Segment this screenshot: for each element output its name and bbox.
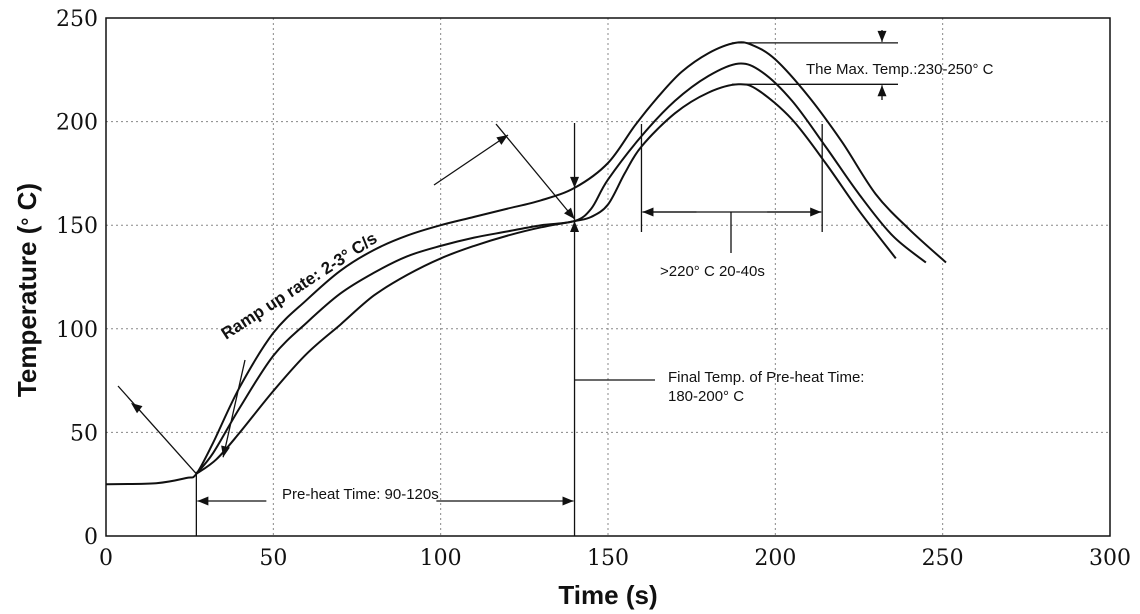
x-axis-label: Time (s) [558, 580, 657, 610]
max-temp-arrow-down-head [877, 30, 887, 42]
preheat-arrow-left-head [197, 496, 209, 506]
preheat-arrow-right-head [562, 496, 574, 506]
y-axis-label-main: Temperature ( [12, 225, 42, 397]
max-temp-label: The Max. Temp.:230-250° C [806, 61, 994, 78]
ramp-rate-label: Ramp up rate: 2-3° C/s [218, 229, 381, 344]
annotation-lines [117, 30, 898, 536]
ramp-upper-arrow-head [496, 135, 508, 145]
grid [106, 18, 1110, 536]
y-tick-label: 200 [56, 111, 98, 136]
y-axis-label: Temperature (° C) [12, 183, 42, 397]
x-tick-label: 50 [259, 546, 287, 571]
y-tick-label: 0 [84, 525, 98, 550]
y-tick-labels: 0 50 100 150 200 250 [56, 7, 98, 550]
y-tick-label: 150 [56, 214, 98, 239]
max-temp-arrow-up-head [877, 85, 887, 97]
x-tick-label: 200 [754, 546, 796, 571]
series-line-1 [105, 41, 947, 486]
svg-text:Temperature (° C): Temperature (° C) [12, 183, 42, 397]
final-temp-arrow-head [570, 176, 580, 188]
ramp-peak-leader [495, 123, 576, 220]
series-line-2 [195, 62, 927, 475]
ramp-start-arrow-head [131, 403, 143, 414]
ramp-upper-arrow [433, 134, 509, 186]
y-axis-label-degree: ° [19, 218, 41, 226]
x-tick-labels: 0 50 100 150 200 250 300 [99, 546, 1131, 571]
x-tick-label: 100 [420, 546, 462, 571]
x-tick-label: 0 [99, 546, 113, 571]
y-tick-label: 100 [56, 318, 98, 343]
x-tick-label: 150 [587, 546, 629, 571]
ramp-start-leader [117, 385, 197, 475]
final-temp-lower-arrow-head [570, 221, 580, 233]
y-axis-label-unit: C) [12, 183, 42, 218]
final-temp-label-line1: Final Temp. of Pre-heat Time: [668, 369, 864, 386]
x-tick-label: 250 [922, 546, 964, 571]
y-tick-label: 50 [70, 421, 98, 446]
y-tick-label: 250 [56, 7, 98, 32]
above-220-label: >220° C 20-40s [660, 263, 765, 280]
ramp-curve-arrow-head [221, 445, 230, 458]
ramp-peak-arrow-head [564, 207, 575, 219]
final-temp-label-line2: 180-200° C [668, 388, 744, 405]
plot-frame [105, 17, 1111, 537]
x-tick-label: 300 [1089, 546, 1131, 571]
ramp-curve-arrow [222, 359, 246, 458]
preheat-time-label: Pre-heat Time: 90-120s [282, 486, 439, 503]
